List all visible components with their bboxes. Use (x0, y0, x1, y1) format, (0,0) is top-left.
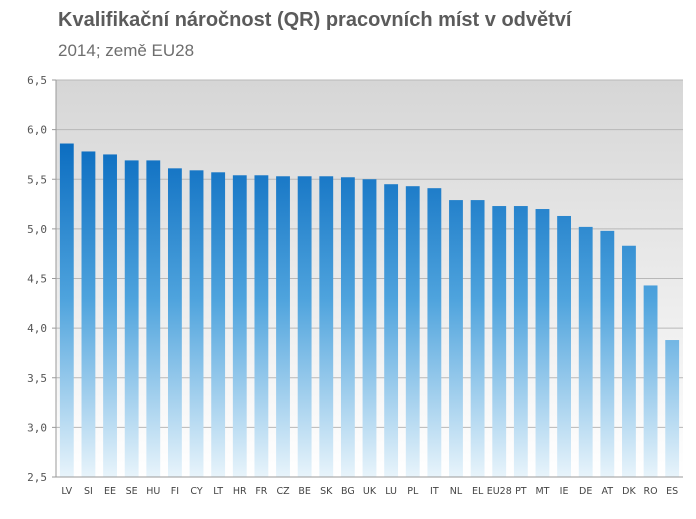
bar-sk (319, 176, 334, 477)
x-tick-label: ES (666, 486, 678, 497)
bar-se (124, 160, 139, 477)
x-tick-label: UK (363, 486, 377, 497)
x-tick-label: LV (61, 486, 72, 497)
x-tick-label: BE (298, 486, 311, 497)
bar-lu (384, 184, 399, 477)
bar-lv (59, 143, 74, 477)
y-tick-label: 4,0 (27, 322, 47, 335)
bar-it (427, 188, 442, 477)
bar-ie (557, 215, 572, 477)
y-tick-label: 3,0 (27, 421, 47, 434)
x-axis-ticks: LV SI EE SE HU FI CY LT HR FR CZ BE SK BG UK LU PL IT NL EL… (61, 486, 678, 497)
chart-title: Kvalifikační náročnost (QR) pracovních m… (58, 9, 572, 31)
bar-cz (276, 176, 290, 477)
bar-nl (449, 200, 463, 477)
x-tick-label: EL (472, 486, 484, 497)
x-tick-label: BG (341, 486, 355, 497)
y-tick-label: 6,0 (27, 124, 47, 137)
y-tick-label: 6,5 (27, 74, 47, 87)
x-tick-label: AT (602, 486, 614, 497)
x-tick-label: HR (233, 486, 247, 497)
x-tick-label: FI (171, 486, 179, 497)
x-tick-label: CZ (276, 486, 290, 497)
x-tick-label: NL (450, 486, 463, 497)
bar-eu28 (492, 206, 507, 478)
x-tick-label: IT (430, 486, 439, 497)
x-tick-label: MT (535, 486, 549, 497)
bar-bg (340, 177, 355, 477)
bars (59, 143, 680, 478)
bar-lt (211, 172, 226, 478)
x-tick-label: DK (622, 486, 636, 497)
bar-ee (103, 154, 117, 477)
x-tick-label: LT (213, 486, 223, 497)
x-tick-label: IE (560, 486, 569, 497)
y-tick-label: 2,5 (27, 471, 47, 484)
bar-de (578, 226, 593, 477)
bar-uk (362, 179, 377, 477)
bar-si (81, 151, 96, 477)
bar-fi (167, 168, 182, 477)
bar-fr (254, 175, 269, 477)
x-tick-label: SE (126, 486, 138, 497)
y-tick-label: 3,5 (27, 372, 47, 385)
axes (52, 79, 683, 478)
bar-es (665, 340, 680, 477)
bar-mt (535, 209, 550, 477)
bar-dk (622, 245, 636, 477)
bar-at (600, 230, 615, 477)
x-tick-label: PT (515, 486, 527, 497)
x-tick-label: SK (320, 486, 333, 497)
y-axis-ticks: 2,5 3,0 3,5 4,0 4,5 5,0 5,5 6,0 6,5 (27, 74, 47, 484)
x-tick-label: LU (385, 486, 397, 497)
bar-hr (232, 175, 247, 477)
bar-ro (643, 285, 658, 477)
bar-pt (513, 206, 528, 478)
y-tick-label: 4,5 (27, 273, 47, 286)
x-tick-label: SI (84, 486, 93, 497)
x-tick-label: FR (255, 486, 267, 497)
bar-cy (189, 170, 204, 477)
y-tick-label: 5,0 (27, 223, 47, 236)
x-tick-label: PL (407, 486, 419, 497)
x-tick-label: CY (190, 486, 202, 497)
bar-hu (146, 160, 161, 477)
x-tick-label: EE (104, 486, 116, 497)
chart-subtitle: 2014; země EU28 (58, 41, 195, 60)
x-tick-label: HU (146, 486, 160, 497)
x-tick-label: DE (579, 486, 592, 497)
x-tick-label: RO (644, 486, 658, 497)
x-tick-label: EU28 (487, 486, 512, 497)
bar-el (470, 200, 485, 477)
y-tick-label: 5,5 (27, 173, 47, 186)
bar-be (297, 176, 312, 477)
bar-pl (405, 186, 420, 477)
